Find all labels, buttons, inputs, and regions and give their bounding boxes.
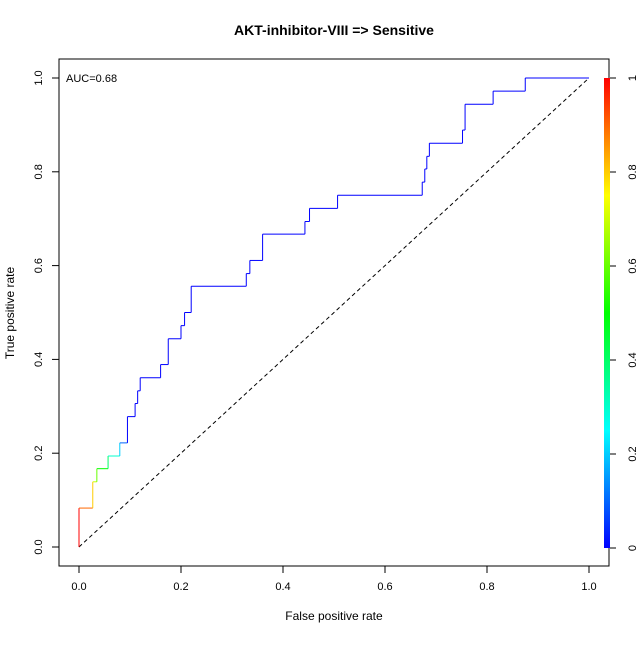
x-axis-ticks: 0.0 0.2 0.4 0.6 0.8 1.0	[71, 566, 597, 593]
colorbar-tick-label: 0.2	[627, 446, 639, 461]
x-axis-label: False positive rate	[285, 609, 383, 623]
y-tick-label: 0.4	[33, 352, 45, 367]
x-tick-label: 1.0	[581, 581, 596, 593]
colorbar-tick-label: 0.4	[627, 352, 639, 367]
auc-annotation: AUC=0.68	[66, 73, 117, 85]
colorbar-ticks: 0 0.2 0.4 0.6 0.8 1	[610, 75, 639, 551]
x-tick-label: 0.6	[377, 581, 392, 593]
colorbar-tick-label: 0.8	[627, 164, 639, 179]
x-tick-label: 0.8	[479, 581, 494, 593]
y-tick-label: 1.0	[33, 70, 45, 85]
y-axis-ticks: 0.0 0.2 0.4 0.6 0.8 1.0	[33, 70, 59, 555]
x-tick-label: 0.0	[71, 581, 86, 593]
colorbar	[604, 78, 610, 548]
chart-title: AKT-inhibitor-VIII => Sensitive	[234, 22, 434, 38]
roc-curve	[78, 77, 589, 547]
x-tick-label: 0.4	[275, 581, 290, 593]
colorbar-tick-label: 0	[627, 545, 639, 551]
y-tick-label: 0.0	[33, 539, 45, 554]
y-tick-label: 0.8	[33, 164, 45, 179]
reference-diagonal	[78, 77, 590, 548]
x-tick-label: 0.2	[173, 581, 188, 593]
y-tick-label: 0.2	[33, 446, 45, 461]
colorbar-tick-label: 0.6	[627, 258, 639, 273]
y-tick-label: 0.6	[33, 258, 45, 273]
colorbar-tick-label: 1	[627, 75, 639, 81]
y-axis-label: True positive rate	[3, 267, 17, 360]
